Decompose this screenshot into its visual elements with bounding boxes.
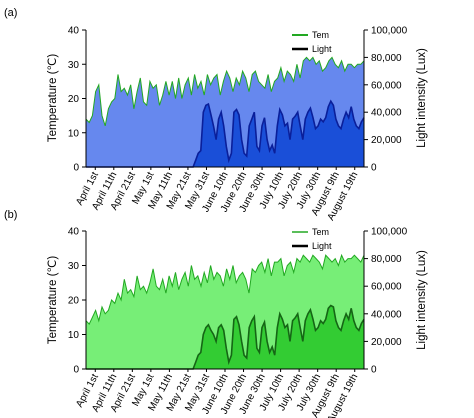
right-tick-label-b: 100,000 [371, 227, 408, 238]
legend-label-tem-a: Tem [312, 30, 329, 40]
right-tick-label-a: 80,000 [371, 53, 402, 64]
left-tick-label-a: 40 [68, 26, 80, 37]
legend-label-light-b: Light [312, 241, 332, 251]
left-tick-label-a: 20 [68, 94, 80, 105]
right-axis-label-a: Light intensity (Lux) [416, 48, 428, 148]
legend-b: Tem Light [292, 227, 332, 251]
right-tick-label-a: 0 [371, 163, 377, 174]
left-tick-label-a: 30 [68, 60, 80, 71]
right-tick-label-b: 80,000 [371, 254, 402, 265]
chart-panel-b: (b) Temperature (℃) Light intensity (Lux… [4, 209, 428, 418]
left-tick-label-b: 30 [68, 261, 80, 272]
right-tick-label-a: 100,000 [371, 26, 408, 37]
left-tick-label-b: 40 [68, 227, 80, 238]
right-tick-label-a: 60,000 [371, 80, 402, 91]
right-axis-label-b: Light intensity (Lux) [416, 250, 428, 350]
series-line-tem-a [85, 56, 365, 127]
left-tick-label-b: 20 [68, 296, 80, 307]
right-tick-label-a: 20,000 [371, 135, 402, 146]
left-tick-label-b: 0 [73, 365, 79, 376]
series-line-tem-b [85, 253, 365, 325]
legend-a: Tem Light [292, 30, 332, 54]
left-tick-label-a: 10 [68, 128, 80, 139]
legend-label-light-a: Light [312, 44, 332, 54]
left-tick-label-a: 0 [73, 163, 79, 174]
panel-label-a: (a) [4, 7, 17, 19]
series-area-light-b [86, 305, 364, 369]
right-tick-label-b: 20,000 [371, 337, 402, 348]
right-tick-label-a: 40,000 [371, 108, 402, 119]
chart-panel-a: (a) Temperature (℃) Light intensity (Lux… [4, 7, 428, 223]
legend-label-tem-b: Tem [312, 227, 329, 237]
left-axis-label-b: Temperature (℃) [47, 256, 59, 344]
right-tick-label-b: 60,000 [371, 282, 402, 293]
panel-label-b: (b) [4, 209, 17, 221]
left-tick-label-b: 10 [68, 330, 80, 341]
right-tick-label-b: 40,000 [371, 309, 402, 320]
right-tick-label-b: 0 [371, 365, 377, 376]
left-axis-label-a: Temperature (℃) [47, 54, 59, 142]
